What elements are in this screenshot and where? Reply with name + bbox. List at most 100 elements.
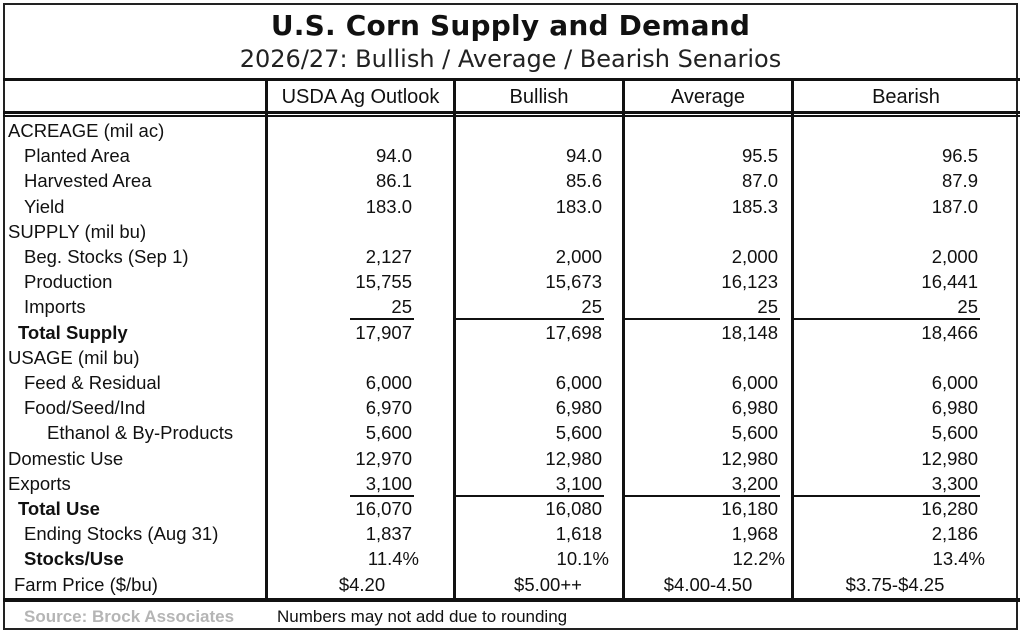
row-label: Domestic Use xyxy=(8,448,124,469)
column-divider xyxy=(265,80,268,599)
table-row: Ending Stocks (Aug 31) 1,837 1,618 1,968 2,1… xyxy=(0,521,1024,546)
cell-bearish: 87.9 xyxy=(941,170,978,191)
row-label: Ending Stocks (Aug 31) xyxy=(24,523,219,544)
header-divider-top xyxy=(3,111,1020,114)
cell-bearish: $3.75-$4.25 xyxy=(845,574,945,595)
cell-bullish: 5,600 xyxy=(555,422,602,443)
subtotal-rule xyxy=(350,495,414,497)
cell-usda: 1,837 xyxy=(365,523,412,544)
cell-bearish: 16,280 xyxy=(921,498,978,519)
cell-bullish: 2,000 xyxy=(555,246,602,267)
row-label: Farm Price ($/bu) xyxy=(14,574,158,595)
table-row: Harvested Area 86.1 85.6 87.0 87.9 xyxy=(0,168,1024,193)
table-row: Farm Price ($/bu) $4.20 $5.00++ $4.00-4.50 $… xyxy=(0,572,1024,597)
page-title: U.S. Corn Supply and Demand xyxy=(270,9,751,42)
cell-bullish: 15,673 xyxy=(545,271,602,292)
cell-average: 185.3 xyxy=(731,196,778,217)
column-divider xyxy=(791,80,794,599)
table-row: Exports 3,100 3,100 3,200 3,300 xyxy=(0,471,1024,497)
cell-usda: 17,907 xyxy=(355,322,412,343)
column-header-usda: USDA Ag Outlook xyxy=(281,86,440,108)
row-label: ACREAGE (mil ac) xyxy=(8,120,165,141)
cell-usda: $4.20 xyxy=(338,574,386,595)
subtotal-rule xyxy=(625,495,780,497)
cell-usda: 86.1 xyxy=(375,170,412,191)
row-label: Beg. Stocks (Sep 1) xyxy=(24,246,189,267)
cell-bullish: 6,000 xyxy=(555,372,602,393)
cell-bullish: 10.1% xyxy=(556,548,609,569)
cell-bearish: 18,466 xyxy=(921,322,978,343)
cell-bullish: 183.0 xyxy=(555,196,602,217)
cell-bearish: 6,000 xyxy=(931,372,978,393)
row-label: SUPPLY (mil bu) xyxy=(8,221,147,242)
title-divider xyxy=(3,78,1020,81)
table-frame xyxy=(3,3,1018,630)
cell-bullish: 1,618 xyxy=(555,523,602,544)
cell-usda: 2,127 xyxy=(365,246,412,267)
subtotal-rule xyxy=(350,318,414,320)
cell-bullish: 85.6 xyxy=(565,170,602,191)
cell-average: 6,000 xyxy=(731,372,778,393)
row-label: Exports xyxy=(8,473,71,494)
subtotal-rule xyxy=(456,495,604,497)
cell-usda: 3,100 xyxy=(365,473,412,494)
row-label: Production xyxy=(24,271,113,292)
header-divider-bottom xyxy=(3,115,1020,117)
table-row: SUPPLY (mil bu) xyxy=(0,219,1024,244)
cell-bearish: 96.5 xyxy=(941,145,978,166)
row-label: Feed & Residual xyxy=(24,372,161,393)
cell-average: 16,123 xyxy=(721,271,778,292)
cell-usda: 5,600 xyxy=(365,422,412,443)
cell-bearish: 2,000 xyxy=(931,246,978,267)
row-label: Stocks/Use xyxy=(24,548,124,569)
row-label: USAGE (mil bu) xyxy=(8,347,140,368)
row-label: Yield xyxy=(24,196,65,217)
table-row: Domestic Use 12,970 12,980 12,980 12,980 xyxy=(0,446,1024,471)
table-row: USAGE (mil bu) xyxy=(0,345,1024,370)
column-header-bearish: Bearish xyxy=(872,86,940,108)
cell-bullish: $5.00++ xyxy=(514,574,582,595)
table-row: Production 15,755 15,673 16,123 16,441 xyxy=(0,269,1024,294)
subtotal-rule xyxy=(794,495,980,497)
table-row: Food/Seed/Ind 6,970 6,980 6,980 6,980 xyxy=(0,395,1024,420)
cell-average: $4.00-4.50 xyxy=(663,574,753,595)
row-label: Harvested Area xyxy=(24,170,152,191)
table-row: Stocks/Use 11.4% 10.1% 12.2% 13.4% xyxy=(0,546,1024,571)
cell-bearish: 3,300 xyxy=(931,473,978,494)
table-row: Beg. Stocks (Sep 1) 2,127 2,000 2,000 2,000 xyxy=(0,244,1024,269)
rounding-note: Numbers may not add due to rounding xyxy=(277,607,568,626)
cell-bearish: 12,980 xyxy=(921,448,978,469)
cell-bearish: 5,600 xyxy=(931,422,978,443)
cell-bullish: 12,980 xyxy=(545,448,602,469)
column-divider xyxy=(622,80,625,599)
column-header-bullish: Bullish xyxy=(509,86,569,108)
cell-usda: 6,000 xyxy=(365,372,412,393)
cell-bullish: 3,100 xyxy=(555,473,602,494)
cell-average: 1,968 xyxy=(731,523,778,544)
title-block: U.S. Corn Supply and Demand 2026/27: Bul… xyxy=(3,3,1018,79)
cell-bullish: 25 xyxy=(581,296,602,317)
cell-average: 25 xyxy=(757,296,778,317)
cell-bearish: 6,980 xyxy=(931,397,978,418)
cell-bullish: 17,698 xyxy=(545,322,602,343)
row-label: Ethanol & By-Products xyxy=(47,422,234,443)
cell-bullish: 6,980 xyxy=(555,397,602,418)
cell-usda: 15,755 xyxy=(355,271,412,292)
column-header-average: Average xyxy=(670,86,746,108)
subtotal-rule xyxy=(625,318,780,320)
row-label: Total Use xyxy=(18,498,100,519)
cell-usda: 6,970 xyxy=(365,397,412,418)
cell-usda: 183.0 xyxy=(365,196,412,217)
cell-bullish: 94.0 xyxy=(565,145,602,166)
cell-usda: 16,070 xyxy=(355,498,412,519)
footer-divider xyxy=(3,598,1020,602)
row-label: Total Supply xyxy=(18,322,128,343)
subtotal-rule xyxy=(456,318,604,320)
cell-average: 12.2% xyxy=(732,548,785,569)
table-row: Total Supply 17,907 17,698 18,148 18,466 xyxy=(0,320,1024,345)
cell-bearish: 25 xyxy=(957,296,978,317)
table-row: Ethanol & By-Products 5,600 5,600 5,600 5,60… xyxy=(0,420,1024,445)
cell-bearish: 187.0 xyxy=(931,196,978,217)
table-row: ACREAGE (mil ac) xyxy=(0,118,1024,143)
cell-usda: 12,970 xyxy=(355,448,412,469)
